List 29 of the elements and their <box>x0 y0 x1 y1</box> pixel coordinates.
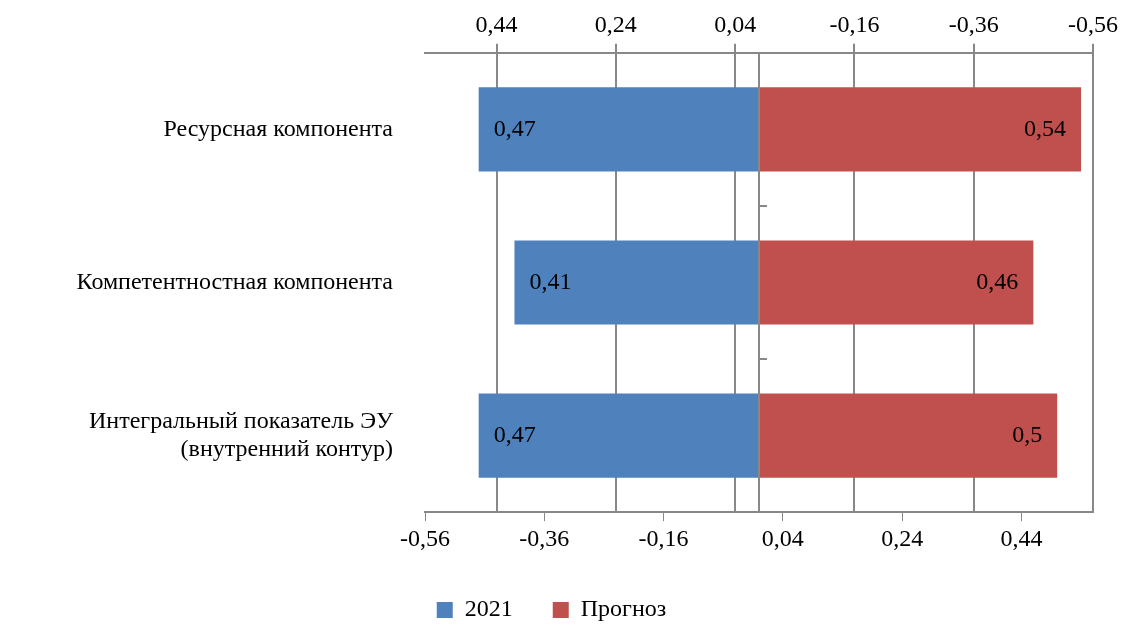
y-tick-label: Компетентностная компонента <box>76 267 394 294</box>
x2-tick-label: -0,56 <box>1068 10 1118 37</box>
legend-label: Прогноз <box>580 595 667 622</box>
data-label: 0,41 <box>529 267 572 294</box>
data-label: 0,54 <box>1024 114 1067 141</box>
bar <box>478 393 759 478</box>
bar <box>478 87 759 172</box>
legend-label: 2021 <box>464 595 513 622</box>
bar <box>514 240 759 325</box>
x2-tick-label: -0,16 <box>829 10 880 37</box>
y-tick-label: Интегральный показатель ЭУ (внутренний контур) <box>89 406 393 462</box>
bar <box>759 393 1058 478</box>
data-label: 0,47 <box>493 114 536 141</box>
x-tick-label: 0,44 <box>1000 524 1043 551</box>
x-tick-label: -0,56 <box>400 524 450 551</box>
x2-tick-label: 0,04 <box>714 10 757 37</box>
x-tick-label: -0,36 <box>519 524 570 551</box>
x2-tick-label: -0,36 <box>948 10 999 37</box>
y-tick-label: Ресурсная компонента <box>163 114 394 141</box>
data-label: 0,47 <box>493 420 536 447</box>
data-label: 0,46 <box>976 267 1019 294</box>
x-tick-label: -0,16 <box>638 524 689 551</box>
x2-tick-label: 0,44 <box>475 10 518 37</box>
x-tick-label: 0,04 <box>761 524 804 551</box>
bar <box>759 240 1034 325</box>
x-tick-label: 0,24 <box>881 524 924 551</box>
bar <box>759 87 1082 172</box>
x2-tick-label: 0,24 <box>594 10 637 37</box>
data-label: 0,5 <box>1012 420 1043 447</box>
